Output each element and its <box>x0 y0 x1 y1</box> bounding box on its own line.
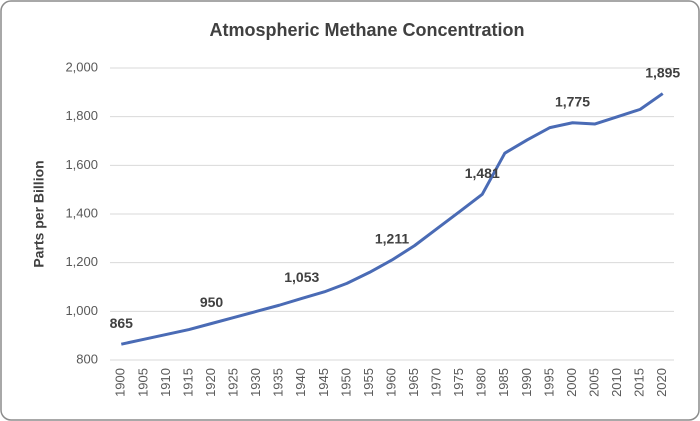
x-tick-label: 1960 <box>383 368 398 397</box>
x-tick-label: 1970 <box>429 368 444 397</box>
x-tick-label: 1955 <box>361 368 376 397</box>
x-tick-label: 1905 <box>135 368 150 397</box>
x-tick-label: 1920 <box>203 368 218 397</box>
y-tick-label: 800 <box>76 351 98 366</box>
x-tick-label: 2010 <box>609 368 624 397</box>
y-axis-label: Parts per Billion <box>31 160 47 267</box>
x-tick-label: 1935 <box>271 368 286 397</box>
x-tick-label: 1990 <box>519 368 534 397</box>
x-tick-label: 1930 <box>248 368 263 397</box>
x-tick-label: 1925 <box>226 368 241 397</box>
chart-title: Atmospheric Methane Concentration <box>209 20 524 40</box>
y-tick-label: 1,800 <box>65 108 98 123</box>
data-label: 1,895 <box>645 64 680 80</box>
x-tick-label: 1945 <box>316 368 331 397</box>
x-tick-label: 1965 <box>406 368 421 397</box>
x-tick-label: 1985 <box>496 368 511 397</box>
x-tick-label: 1940 <box>293 368 308 397</box>
x-tick-label: 1910 <box>158 368 173 397</box>
x-tick-label: 1995 <box>541 368 556 397</box>
x-tick-label: 2020 <box>654 368 669 397</box>
x-tick-label: 1900 <box>113 368 128 397</box>
y-tick-label: 2,000 <box>65 59 98 74</box>
y-tick-label: 1,200 <box>65 254 98 269</box>
x-tick-label: 1950 <box>338 368 353 397</box>
data-line <box>120 92 664 346</box>
data-label: 865 <box>110 315 134 331</box>
data-label: 950 <box>200 294 224 310</box>
x-tick-label: 2005 <box>586 368 601 397</box>
data-label: 1,211 <box>375 231 409 247</box>
x-tick-label: 2015 <box>632 368 647 397</box>
y-tick-label: 1,000 <box>65 303 98 318</box>
x-tick-label: 1975 <box>451 368 466 397</box>
data-label: 1,775 <box>555 93 590 109</box>
y-tick-label: 1,600 <box>65 157 98 172</box>
data-label: 1,053 <box>284 269 319 285</box>
data-label: 1,481 <box>465 165 500 181</box>
y-tick-label: 1,400 <box>65 205 98 220</box>
x-tick-label: 2000 <box>564 368 579 397</box>
x-tick-label: 1980 <box>474 368 489 397</box>
x-tick-label: 1915 <box>180 368 195 397</box>
